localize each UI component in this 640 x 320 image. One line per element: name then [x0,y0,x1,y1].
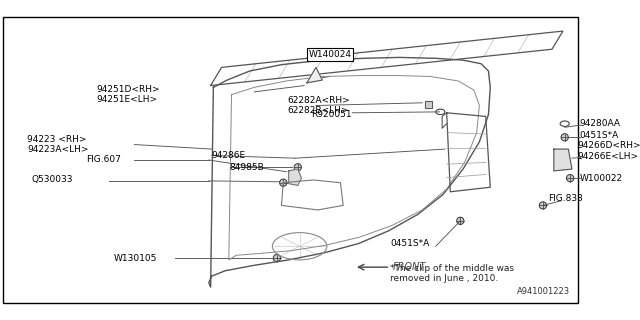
Text: 84985B: 84985B [230,163,264,172]
Text: 94280AA: 94280AA [579,119,620,128]
Text: W130105: W130105 [113,253,157,262]
Text: 0451S*A: 0451S*A [390,239,429,248]
Circle shape [540,202,547,209]
Text: 94266D<RH>
94266E<LH>: 94266D<RH> 94266E<LH> [577,141,640,161]
Text: 94251D<RH>
94251E<LH>: 94251D<RH> 94251E<LH> [96,85,160,104]
Polygon shape [307,68,323,83]
Polygon shape [554,149,572,171]
Text: FIG.833: FIG.833 [548,194,583,203]
Polygon shape [425,101,432,108]
Text: R920051: R920051 [312,110,352,119]
Text: *The clip of the middle was
removed in June , 2010.: *The clip of the middle was removed in J… [390,264,515,283]
Text: Q530033: Q530033 [32,175,73,184]
Text: 62282A<RH>
62282B<LH>: 62282A<RH> 62282B<LH> [287,96,349,115]
Circle shape [280,179,287,186]
Text: 0451S*A: 0451S*A [579,131,618,140]
Circle shape [457,217,464,224]
Circle shape [561,134,568,141]
Text: A941001223: A941001223 [517,287,570,296]
Text: 94286E: 94286E [212,151,246,160]
Text: W140024: W140024 [308,50,352,59]
Text: 94223 <RH>
94223A<LH>: 94223 <RH> 94223A<LH> [28,135,89,154]
Polygon shape [289,169,301,185]
Circle shape [566,174,574,182]
Text: FRONT: FRONT [393,262,426,272]
Circle shape [273,254,280,262]
Text: W100022: W100022 [579,174,622,183]
Text: FIG.607: FIG.607 [86,156,121,164]
Circle shape [294,164,301,171]
